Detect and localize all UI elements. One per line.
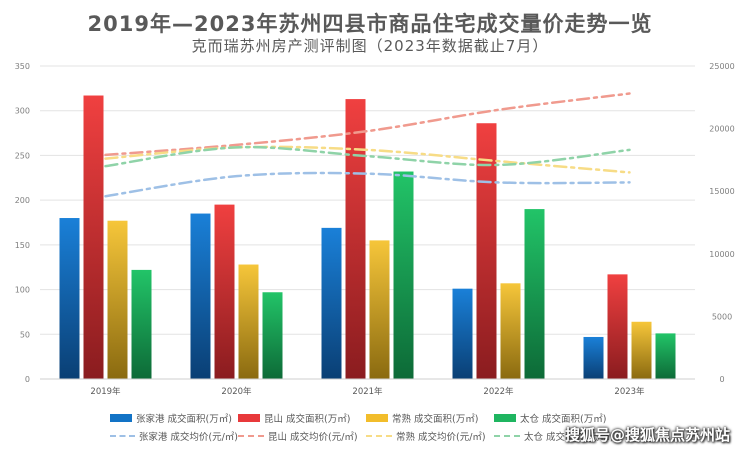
legend-label: 太仓 成交面积(万㎡) <box>520 414 607 425</box>
bar-zjg <box>59 218 80 379</box>
legend-item-tc-area: 太仓 成交面积(万㎡) <box>494 411 622 425</box>
bar-cs <box>238 264 259 379</box>
bar-cs <box>369 240 390 379</box>
legend: 张家港 成交面积(万㎡) 昆山 成交面积(万㎡) 常熟 成交面积(万㎡) 太仓 … <box>110 409 650 445</box>
bar-cs <box>107 220 128 379</box>
price-line-cs_line <box>104 145 631 174</box>
legend-label: 太仓 成交均价(元/㎡) <box>524 432 614 443</box>
legend-line <box>238 435 264 437</box>
legend-label: 常熟 成交面积(万㎡) <box>392 414 479 425</box>
y-tick-label: 250 <box>15 151 30 160</box>
y2-tick-label: 25000 <box>709 62 734 71</box>
price-line-zjg_line <box>104 171 631 198</box>
bar-ks <box>214 204 235 379</box>
legend-label: 昆山 成交面积(万㎡) <box>264 414 351 425</box>
legend-item-cs-area: 常熟 成交面积(万㎡) <box>366 411 494 425</box>
legend-label: 昆山 成交均价(元/㎡) <box>268 432 358 443</box>
bar-tc <box>393 171 414 379</box>
bar-zjg <box>583 336 604 379</box>
chart-canvas: 0 50 100 150 200 250 300 350 0 5000 10000 15000 2000… <box>15 62 735 397</box>
x-tick-label: 2022年 <box>483 386 514 397</box>
y-tick-label: 300 <box>15 107 30 116</box>
bar-ks <box>345 99 366 380</box>
bar-tc <box>131 269 152 379</box>
legend-line <box>494 435 520 437</box>
bar-ks <box>83 95 104 380</box>
bar-zjg <box>321 227 342 379</box>
bar-cs <box>500 283 521 379</box>
y-tick-label: 50 <box>20 330 30 339</box>
legend-item-ks-area: 昆山 成交面积(万㎡) <box>238 411 366 425</box>
legend-line <box>366 435 392 437</box>
y2-tick-label: 15000 <box>709 187 734 196</box>
legend-swatch <box>238 414 260 422</box>
y2-tick-label: 20000 <box>709 125 734 134</box>
legend-swatch <box>110 414 132 422</box>
bar-tc <box>262 292 283 379</box>
legend-item-cs-price: 常熟 成交均价(元/㎡) <box>366 429 494 443</box>
x-tick-label: 2020年 <box>221 386 252 397</box>
y-tick-label: 100 <box>15 286 30 295</box>
price-line-tc_line <box>104 145 631 168</box>
chart-title: 2019年—2023年苏州四县市商品住宅成交量价走势一览 <box>87 12 653 36</box>
y-tick-label: 200 <box>15 196 30 205</box>
legend-item-tc-price: 太仓 成交均价(元/㎡) <box>494 429 622 443</box>
price-line-ks_line <box>104 92 631 157</box>
bar-ks <box>607 274 628 379</box>
bar-zjg <box>190 213 211 379</box>
bar-tc <box>655 333 676 379</box>
legend-label: 张家港 成交面积(万㎡) <box>136 414 232 425</box>
y-tick-label: 150 <box>15 241 30 250</box>
x-tick-label: 2019年 <box>90 386 121 397</box>
legend-item-ks-price: 昆山 成交均价(元/㎡) <box>238 429 366 443</box>
y2-tick-label: 10000 <box>709 250 734 259</box>
y2-tick-label: 5000 <box>712 312 732 321</box>
legend-label: 张家港 成交均价(元/㎡) <box>138 432 238 443</box>
legend-swatch <box>494 414 516 422</box>
x-tick-label: 2023年 <box>614 386 645 397</box>
chart-subtitle: 克而瑞苏州房产测评制图（2023年数据截止7月） <box>191 37 549 55</box>
bar-cs <box>631 321 652 379</box>
legend-item-zjg-price: 张家港 成交均价(元/㎡) <box>110 429 238 443</box>
legend-swatch <box>366 414 388 422</box>
y-tick-label: 0 <box>25 375 30 384</box>
bar-ks <box>476 123 497 379</box>
y2-tick-label: 0 <box>719 375 724 384</box>
bar-zjg <box>452 288 473 379</box>
legend-line <box>110 435 135 437</box>
legend-item-zjg-area: 张家港 成交面积(万㎡) <box>110 411 238 425</box>
bar-tc <box>524 209 545 379</box>
watermark: 搜狐号@搜狐焦点苏州站 <box>564 426 730 444</box>
x-tick-label: 2021年 <box>352 386 383 397</box>
legend-label: 常熟 成交均价(元/㎡) <box>396 432 486 443</box>
y-tick-label: 350 <box>15 62 30 71</box>
